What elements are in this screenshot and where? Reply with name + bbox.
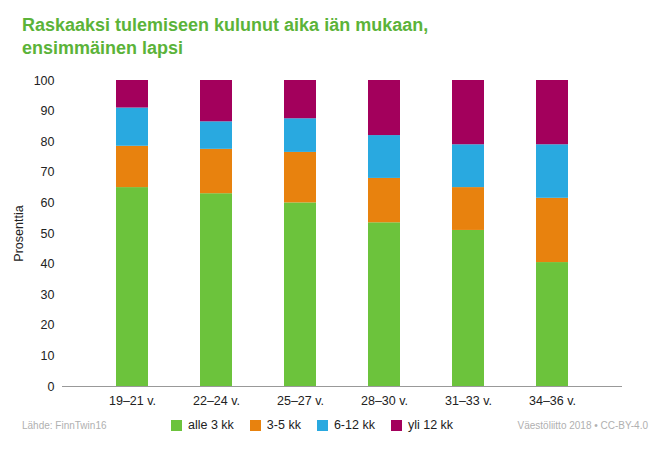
svg-text:25–27 v.: 25–27 v. [277, 394, 324, 408]
html-text:6-12 kk: 6-12 kk [333, 418, 375, 432]
svg-text:40: 40 [41, 257, 55, 271]
html-text:yli 12 kk: yli 12 kk [407, 418, 454, 432]
svg-text:100: 100 [34, 74, 55, 88]
svg-text:34–36 v.: 34–36 v. [529, 394, 576, 408]
svg-text:50: 50 [41, 227, 55, 241]
svg-text:31–33 v.: 31–33 v. [445, 394, 492, 408]
svg-text:30: 30 [41, 288, 55, 302]
svg-text:60: 60 [41, 196, 55, 210]
html-text:Lähde: FinnTwin16: Lähde: FinnTwin16 [22, 419, 107, 431]
svg-text:70: 70 [41, 165, 55, 179]
html-text:Raskaaksi tulemiseen kulunut a: Raskaaksi tulemiseen kulunut aika iän mu… [22, 15, 429, 58]
svg-text:19–21 v.: 19–21 v. [109, 394, 156, 408]
html-text:alle 3 kk: alle 3 kk [188, 418, 234, 432]
svg-text:28–30 v.: 28–30 v. [361, 394, 408, 408]
svg-text:90: 90 [41, 104, 55, 118]
svg-text:10: 10 [41, 349, 55, 363]
svg-text:Prosenttia: Prosenttia [12, 205, 26, 261]
svg-text:22–24 v.: 22–24 v. [193, 394, 240, 408]
html-text:3-5 kk: 3-5 kk [266, 418, 301, 432]
svg-text:80: 80 [41, 135, 55, 149]
svg-text:20: 20 [41, 318, 55, 332]
html-text:Väestöliitto 2018 • CC-BY-4.0: Väestöliitto 2018 • CC-BY-4.0 [517, 419, 648, 431]
svg-text:0: 0 [48, 380, 55, 394]
